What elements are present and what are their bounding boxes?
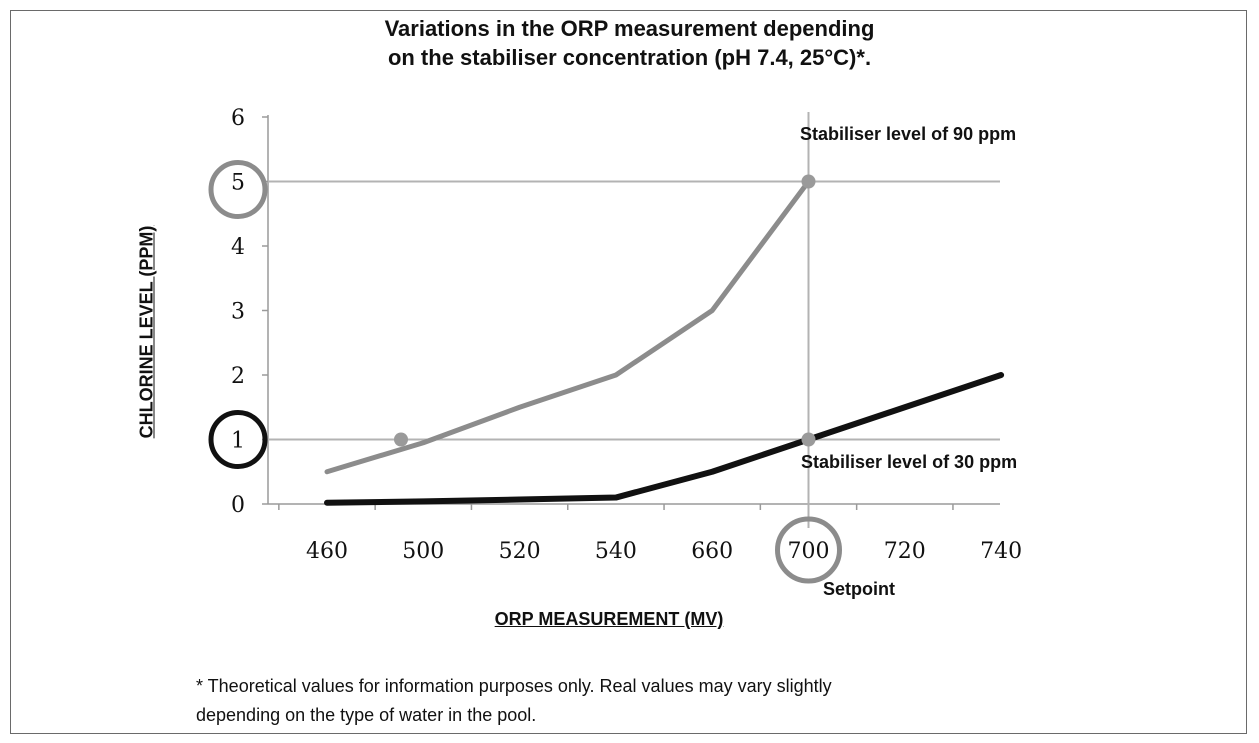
y-axis-label: CHLORINE LEVEL (PPM): [136, 225, 157, 439]
marker-30ppm-setpoint: [801, 432, 816, 447]
x-tick-label-460: 460: [306, 539, 348, 564]
y-tick-label-2: 2: [231, 364, 245, 389]
marker-90ppm-y1: [394, 432, 408, 447]
marker-90ppm-setpoint: [801, 174, 816, 189]
y-tick-label-5: 5: [231, 171, 245, 196]
y-tick-label-1: 1: [231, 429, 245, 454]
footnote: * Theoretical values for information pur…: [196, 672, 1096, 730]
series-line-1: [324, 372, 1005, 506]
footnote-line-2: depending on the type of water in the po…: [196, 705, 537, 725]
x-tick-label-740: 740: [980, 539, 1022, 564]
x-tick-label-540: 540: [595, 539, 637, 564]
x-axis-label: ORP MEASUREMENT (MV): [494, 609, 724, 629]
chart-frame: [10, 10, 1247, 734]
chart-title-line-1: Variations in the ORP measurement depend…: [384, 16, 875, 41]
series-label-90ppm: Stabiliser level of 90 ppm: [800, 124, 1017, 144]
y-tick-label-3: 3: [231, 300, 245, 325]
x-tick-label-700: 700: [788, 539, 830, 564]
series-line-0: [324, 179, 811, 475]
series-label-30ppm: Stabiliser level of 30 ppm: [801, 452, 1018, 472]
chart-title: Variations in the ORP measurement depend…: [0, 14, 1259, 72]
highlight-circle-5: [208, 160, 268, 219]
x-tick-label-520: 520: [499, 539, 541, 564]
chart-title-line-2: on the stabiliser concentration (pH 7.4,…: [387, 45, 872, 70]
highlight-circle-1: [208, 410, 268, 469]
y-tick-label-4: 4: [231, 235, 245, 260]
y-tick-label-6: 6: [231, 106, 245, 131]
x-tick-label-660: 660: [691, 539, 733, 564]
setpoint-label: Setpoint: [823, 579, 895, 599]
x-tick-label-720: 720: [884, 539, 926, 564]
footnote-line-1: * Theoretical values for information pur…: [196, 676, 832, 696]
highlight-circle-700: [775, 516, 842, 584]
x-tick-label-500: 500: [402, 539, 444, 564]
y-tick-label-0: 0: [231, 493, 245, 518]
